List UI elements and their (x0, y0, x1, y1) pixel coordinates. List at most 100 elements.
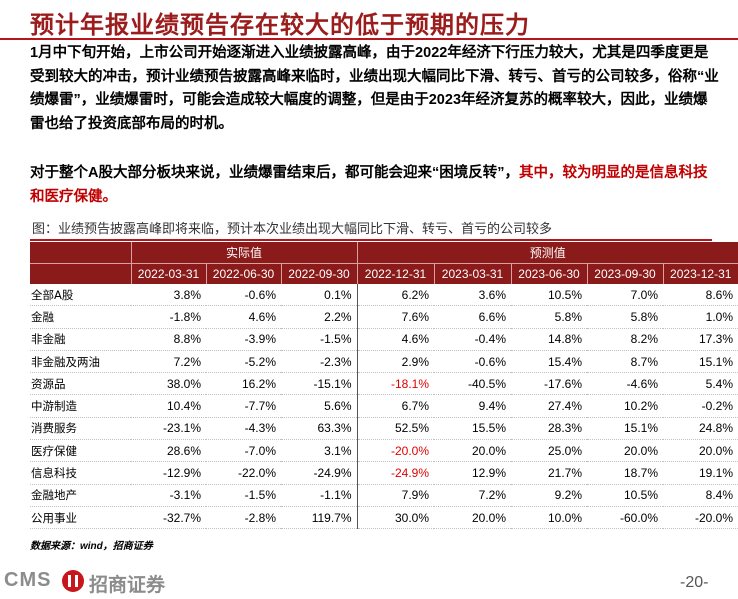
column-header: 2023-09-30 (586, 263, 663, 284)
column-header: 2022-03-31 (130, 263, 206, 284)
table-cell: 9.4% (434, 394, 511, 418)
table-cell: -20.0% (663, 506, 738, 530)
table-cell: 6.6% (434, 305, 511, 329)
table-cell: 10.5% (587, 484, 663, 507)
table-cell: -4.3% (206, 417, 281, 441)
row-label: 金融 (30, 305, 131, 329)
table-cell: -12.9% (131, 461, 206, 485)
table-cell: -1.5% (206, 484, 281, 507)
table-cell: 6.7% (356, 394, 434, 418)
table-row: 医疗保健 28.6% -7.0% 3.1% -20.0% 20.0% 25.0% 20.0% 2… (30, 439, 738, 463)
column-header: 2023-12-31 (662, 263, 738, 284)
column-header: 2022-06-30 (205, 263, 281, 284)
table-cell: 20.0% (434, 506, 511, 530)
title-bar: 预计年报业绩预告存在较大的低于预期的压力 (0, 0, 738, 40)
table-cell: -1.8% (131, 305, 206, 329)
table-cell: -3.9% (206, 328, 281, 351)
cms-logo-text: CMS (4, 569, 52, 591)
table-cell: 5.6% (281, 394, 357, 418)
table-cell: 27.4% (511, 394, 587, 418)
table-row: 非金融 8.8% -3.9% -1.5% 4.6% -0.4% 14.8% 8.2% 17.3% (30, 328, 738, 351)
group-header-row: 实际值 预测值 (30, 242, 738, 264)
table-row: 资源品 38.0% 16.2% -15.1% -18.1% -40.5% -17.6% -4.… (30, 372, 738, 396)
table-cell: 38.0% (131, 372, 206, 396)
table-cell: 17.3% (663, 328, 738, 351)
header-forecast: 预测值 (356, 242, 738, 264)
table-cell: 7.2% (131, 350, 206, 374)
title-divider (0, 38, 738, 40)
table-cell: 9.2% (511, 484, 587, 507)
row-label: 信息科技 (30, 461, 131, 485)
row-label: 全部A股 (30, 284, 131, 307)
table-cell: 0.1% (281, 284, 357, 307)
table-cell: 15.4% (511, 350, 587, 374)
table-cell: -7.0% (206, 439, 281, 463)
table-cell: -4.6% (587, 372, 663, 396)
table-cell: 7.0% (587, 284, 663, 307)
table-row: 金融 -1.8% 4.6% 2.2% 7.6% 6.6% 5.8% 5.8% 1.0% (30, 305, 738, 329)
table-cell: -40.5% (434, 372, 511, 396)
row-label: 中游制造 (30, 394, 131, 418)
page-title: 预计年报业绩预告存在较大的低于预期的压力 (30, 12, 530, 39)
table-cell: 5.4% (663, 372, 738, 396)
forecast-table: 实际值 预测值 2022-03-31 2022-06-30 2022-09-30 20… (30, 242, 738, 530)
table-cell: 10.2% (587, 394, 663, 418)
table-cell: 8.8% (131, 328, 206, 351)
table-cell: 5.8% (587, 305, 663, 329)
table-cell: 8.2% (587, 328, 663, 351)
paragraph-conclusion: 对于整个A股大部分板块来说，业绩爆雷结束后，都可能会迎来“困境反转”，其中，较为… (30, 162, 720, 209)
table-cell: -32.7% (131, 506, 206, 530)
table-cell: -2.8% (206, 506, 281, 530)
table-cell: 52.5% (356, 417, 434, 441)
table-cell: -2.3% (281, 350, 357, 374)
row-label: 非金融及两油 (30, 350, 131, 374)
date-header-row: 2022-03-31 2022-06-30 2022-09-30 2022-12-31… (30, 263, 738, 284)
table-cell: 7.2% (434, 484, 511, 507)
header-blank (30, 242, 131, 264)
table-cell: 5.8% (511, 305, 587, 329)
table-cell: 24.8% (663, 417, 738, 441)
table-cell: -20.0% (356, 439, 434, 463)
paragraph-highlight: 其中，较为明显的是信息科技和医疗保健。 (30, 165, 708, 205)
table-row: 公用事业 -32.7% -2.8% 119.7% 30.0% 20.0% 10.0% -60.… (30, 506, 738, 530)
table-cell: 119.7% (281, 506, 357, 530)
table-cell: 10.4% (131, 394, 206, 418)
table-cell: 21.7% (511, 461, 587, 485)
column-header: 2022-09-30 (280, 263, 357, 284)
table-cell: 1.0% (663, 305, 738, 329)
brand-name: 招商证券 (89, 575, 166, 596)
table-cell: 2.2% (281, 305, 357, 329)
table-cell: -7.7% (206, 394, 281, 418)
table-cell: 14.8% (511, 328, 587, 351)
table-cell: 2.9% (356, 350, 434, 374)
table-row: 信息科技 -12.9% -22.0% -24.9% -24.9% 12.9% 21.7% 18… (30, 461, 738, 485)
table-cell: 12.9% (434, 461, 511, 485)
table-cell: -0.4% (434, 328, 511, 351)
table-cell: 6.2% (356, 284, 434, 307)
table-cell: 25.0% (511, 439, 587, 463)
row-label: 公用事业 (30, 506, 131, 530)
table-cell: 63.3% (281, 417, 357, 441)
table-cell: -18.1% (356, 372, 434, 396)
paragraph-conclusion-text: 对于整个A股大部分板块来说，业绩爆雷结束后，都可能会迎来“困境反转”， (30, 165, 519, 181)
table-cell: -22.0% (206, 461, 281, 485)
table-row: 金融地产 -3.1% -1.5% -1.1% 7.9% 7.2% 9.2% 10.5% 8.4% (30, 484, 738, 507)
column-header: 2023-03-31 (433, 263, 511, 284)
table-cell: -1.5% (281, 328, 357, 351)
table-cell: -3.1% (131, 484, 206, 507)
table-cell: 28.6% (131, 439, 206, 463)
table-cell: 7.6% (356, 305, 434, 329)
table-cell: -17.6% (511, 372, 587, 396)
table-cell: 20.0% (587, 439, 663, 463)
table-cell: -0.6% (434, 350, 511, 374)
table-cell: 18.7% (587, 461, 663, 485)
column-header: 2023-06-30 (510, 263, 587, 284)
header-actual: 实际值 (130, 242, 357, 264)
table-cell: 28.3% (511, 417, 587, 441)
table-cell: 30.0% (356, 506, 434, 530)
table-cell: 10.0% (511, 506, 587, 530)
table-cell: -0.2% (663, 394, 738, 418)
table-cell: -1.1% (281, 484, 357, 507)
table-cell: -15.1% (281, 372, 357, 396)
row-label: 消费服务 (30, 417, 131, 441)
